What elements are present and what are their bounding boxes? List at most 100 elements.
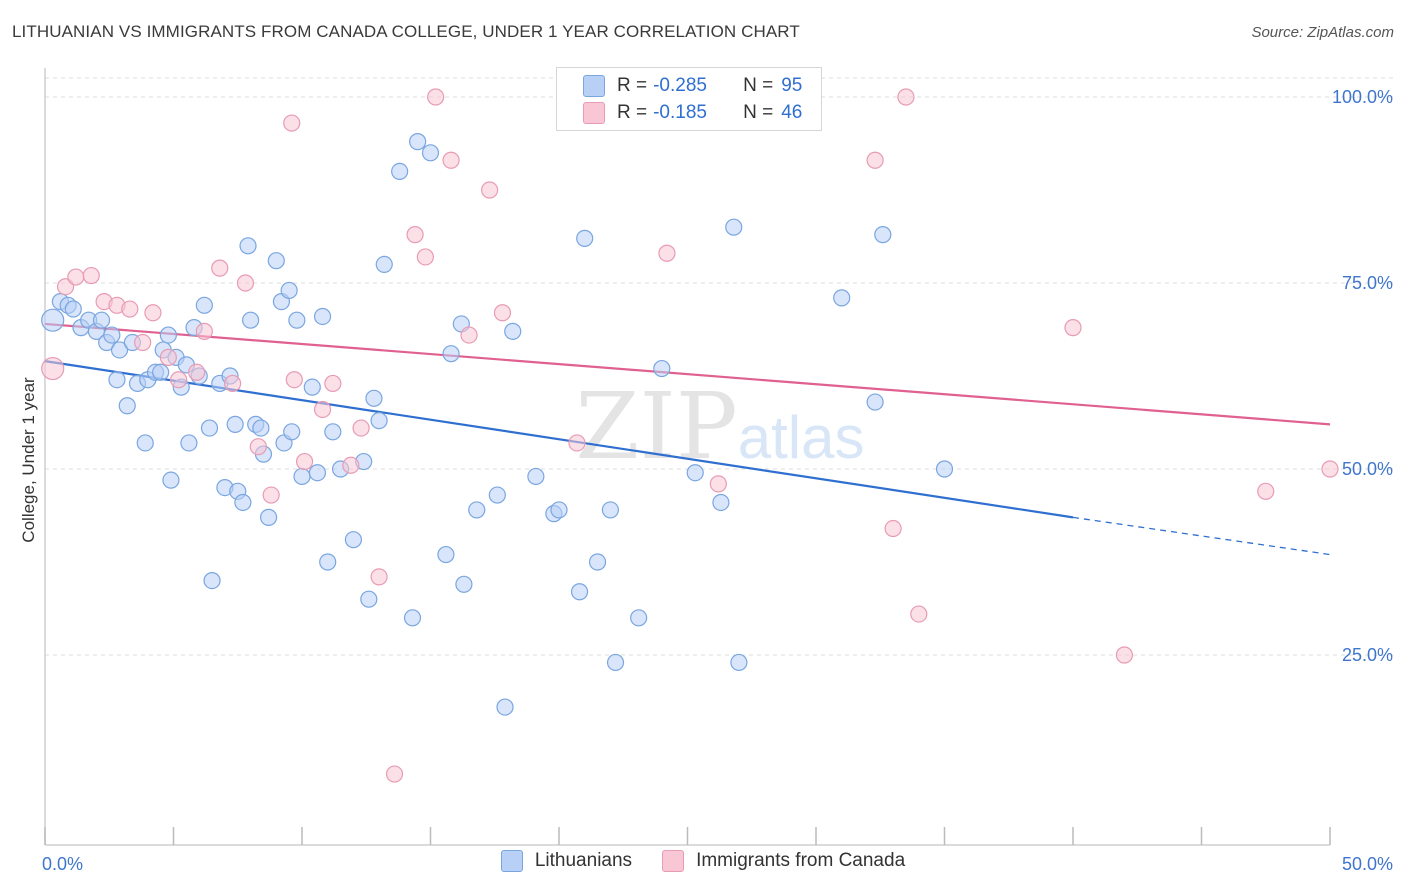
data-point [568, 434, 586, 452]
legend-label: Lithuanians [534, 850, 633, 871]
pink-swatch [583, 102, 605, 124]
data-point [118, 397, 136, 415]
data-point [324, 423, 342, 441]
data-point [606, 653, 625, 672]
watermark-atlas: atlas [738, 404, 865, 471]
data-point [249, 438, 267, 456]
pink-swatch [662, 850, 685, 872]
data-point [103, 326, 121, 344]
data-point [295, 452, 314, 471]
data-point [1321, 460, 1339, 478]
data-point [833, 289, 851, 307]
blue-swatch [500, 850, 523, 872]
data-point [211, 259, 229, 277]
y-axis-label: College, Under 1 year [19, 377, 38, 543]
data-point [41, 356, 65, 381]
r-value: -0.185 [653, 102, 707, 123]
data-point [460, 326, 478, 344]
data-point [630, 609, 648, 627]
blue-swatch [583, 75, 605, 97]
data-point [308, 464, 327, 482]
y-tick-label: 25.0% [1342, 645, 1393, 665]
data-point [285, 371, 303, 389]
data-point [884, 519, 902, 538]
data-point [468, 501, 486, 519]
legend-item-canada[interactable]: Immigrants from Canada [662, 850, 905, 872]
series-points [41, 133, 954, 716]
watermark: ZIPatlas [576, 373, 865, 480]
data-point [226, 415, 244, 433]
data-point [144, 304, 162, 322]
data-point [121, 300, 139, 318]
data-point [239, 237, 257, 255]
data-point [110, 341, 129, 359]
data-point [550, 501, 568, 519]
data-point [365, 389, 383, 407]
data-point [488, 486, 506, 504]
n-value: 46 [781, 102, 803, 123]
data-point [385, 765, 404, 783]
data-point [437, 545, 455, 564]
legend-item-lithuanians[interactable]: Lithuanians [500, 850, 633, 872]
chart-title: LITHUANIAN VS IMMIGRANTS FROM CANADA COL… [12, 22, 800, 41]
data-point [910, 605, 928, 623]
data-point [64, 300, 82, 318]
data-point [897, 88, 915, 106]
data-point [293, 467, 311, 486]
n-value: 95 [781, 75, 803, 96]
data-point [375, 255, 393, 273]
data-point [527, 467, 545, 486]
data-point [409, 133, 427, 151]
series-legend: Lithuanians Immigrants from Canada [0, 850, 1406, 872]
data-point [203, 571, 221, 590]
data-point [313, 307, 332, 326]
data-point [427, 88, 445, 106]
data-point [136, 434, 154, 452]
data-point [313, 400, 332, 419]
data-point [1064, 319, 1082, 337]
series-points [41, 88, 1339, 783]
trend-line-lithuanians-extension [1072, 516, 1331, 556]
grid-lines [45, 77, 1395, 656]
data-point [288, 311, 306, 329]
data-point [82, 266, 100, 285]
data-point [391, 162, 409, 180]
data-point [709, 475, 727, 493]
data-point [92, 311, 111, 329]
data-point [588, 553, 607, 571]
axes [44, 68, 1331, 846]
data-point [319, 553, 337, 571]
data-point [370, 568, 388, 586]
y-tick-label: 75.0% [1342, 273, 1393, 293]
data-point [200, 419, 219, 437]
data-point [252, 419, 270, 437]
data-point [283, 114, 301, 132]
data-point [874, 226, 892, 244]
data-point [866, 393, 884, 411]
data-point [342, 456, 360, 474]
data-point [236, 274, 255, 292]
data-point [280, 281, 298, 300]
data-point [658, 244, 676, 262]
data-point [653, 359, 671, 378]
data-point [195, 322, 213, 340]
data-point [725, 218, 743, 236]
data-point [303, 378, 321, 396]
data-point [344, 531, 362, 549]
data-point [370, 412, 388, 430]
source-label: Source: ZipAtlas.com [1251, 24, 1394, 41]
data-point [570, 583, 589, 601]
data-point [866, 151, 884, 169]
data-point [134, 333, 152, 352]
data-point [224, 374, 242, 393]
data-point [496, 698, 514, 716]
legend-label: Immigrants from Canada [696, 850, 906, 871]
data-point [416, 248, 434, 266]
data-point [1115, 646, 1134, 664]
data-point [403, 609, 422, 627]
data-point [152, 363, 170, 381]
data-point [1257, 482, 1275, 500]
r-label: R = [617, 102, 648, 123]
r-label: R = [617, 75, 648, 96]
